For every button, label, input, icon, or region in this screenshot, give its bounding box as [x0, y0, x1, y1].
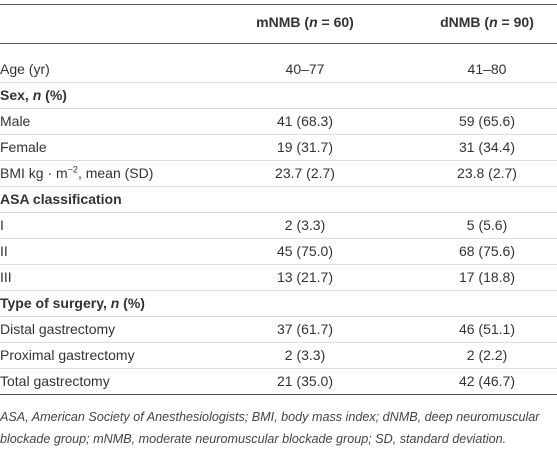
rule — [0, 212, 557, 213]
text: Proximal gastrectomy — [0, 347, 135, 363]
rule — [0, 134, 557, 135]
cell-value: 45 (75.0) — [276, 243, 334, 259]
cell-value: 31 (34.4) — [458, 139, 516, 155]
cell-value: 13 (21.7) — [276, 269, 334, 285]
row-label: I — [0, 212, 4, 238]
footnote: ASA, American Society of Anesthesiologis… — [0, 410, 540, 446]
row-label: BMI kg · m−2, mean (SD) — [0, 160, 153, 186]
row-label: Total gastrectomy — [0, 368, 110, 394]
rule — [0, 4, 557, 5]
rule — [0, 160, 557, 161]
cell-value: 2 (2.2) — [466, 347, 508, 363]
rule — [0, 316, 557, 317]
text: mNMB ( — [256, 14, 310, 30]
cell-value: 37 (61.7) — [276, 321, 334, 337]
superscript: −2 — [67, 164, 78, 175]
italic-text: n — [110, 295, 120, 311]
cell-value: 19 (31.7) — [276, 139, 334, 155]
cell-value: 23.8 (2.7) — [457, 165, 517, 181]
cell-value: 23.7 (2.7) — [275, 165, 335, 181]
row-label: Distal gastrectomy — [0, 316, 115, 342]
column-header: dNMB (n = 90) — [407, 9, 557, 35]
text: (%) — [119, 295, 145, 311]
rule — [0, 394, 557, 395]
italic-text: n — [309, 14, 318, 30]
cell-value: 68 (75.6) — [458, 243, 516, 259]
row-label: Male — [0, 108, 30, 134]
rule — [0, 368, 557, 369]
cell-value: 5 (5.6) — [466, 217, 508, 233]
row-label: II — [0, 238, 8, 264]
text: Female — [0, 139, 47, 155]
row-label: III — [0, 264, 12, 290]
text: Type of surgery, — [0, 295, 111, 311]
cell-value: 17 (18.8) — [458, 269, 516, 285]
cell-value: 42 (46.7) — [458, 373, 516, 389]
text: Distal gastrectomy — [0, 321, 116, 337]
cell-value: 40–77 — [285, 61, 325, 77]
row-label: Age (yr) — [0, 56, 50, 82]
text: III — [0, 269, 12, 285]
rule — [0, 108, 557, 109]
cell-value: 21 (35.0) — [276, 373, 334, 389]
row-label: Proximal gastrectomy — [0, 342, 135, 368]
text: BMI kg · m — [0, 165, 68, 181]
rule — [0, 264, 557, 265]
section-label: Sex, n (%) — [0, 82, 67, 108]
italic-text: n — [489, 14, 498, 30]
text: Sex, — [0, 87, 33, 103]
row-label: Female — [0, 134, 47, 160]
cell-value: 59 (65.6) — [458, 113, 516, 129]
text: = 90) — [497, 14, 534, 30]
text: dNMB ( — [440, 14, 490, 30]
text: II — [0, 243, 8, 259]
section-label: Type of surgery, n (%) — [0, 290, 145, 316]
text: ASA classification — [0, 191, 122, 207]
section-label: ASA classification — [0, 186, 122, 212]
rule — [0, 290, 557, 291]
text: (%) — [41, 87, 67, 103]
rule — [0, 186, 557, 187]
text: Male — [0, 113, 31, 129]
cell-value: 46 (51.1) — [458, 321, 516, 337]
cell-value: 2 (3.3) — [284, 347, 326, 363]
text: = 60) — [317, 14, 354, 30]
cell-value: 41 (68.3) — [276, 113, 334, 129]
rule — [0, 43, 557, 44]
text: I — [0, 217, 4, 233]
text: , mean (SD) — [77, 165, 154, 181]
cell-value: 2 (3.3) — [284, 217, 326, 233]
text: Age (yr) — [0, 61, 50, 77]
rule — [0, 82, 557, 83]
column-header: mNMB (n = 60) — [225, 9, 385, 35]
italic-text: n — [32, 87, 42, 103]
rule — [0, 342, 557, 343]
text: Total gastrectomy — [0, 373, 110, 389]
rule — [0, 238, 557, 239]
cell-value: 41–80 — [467, 61, 507, 77]
